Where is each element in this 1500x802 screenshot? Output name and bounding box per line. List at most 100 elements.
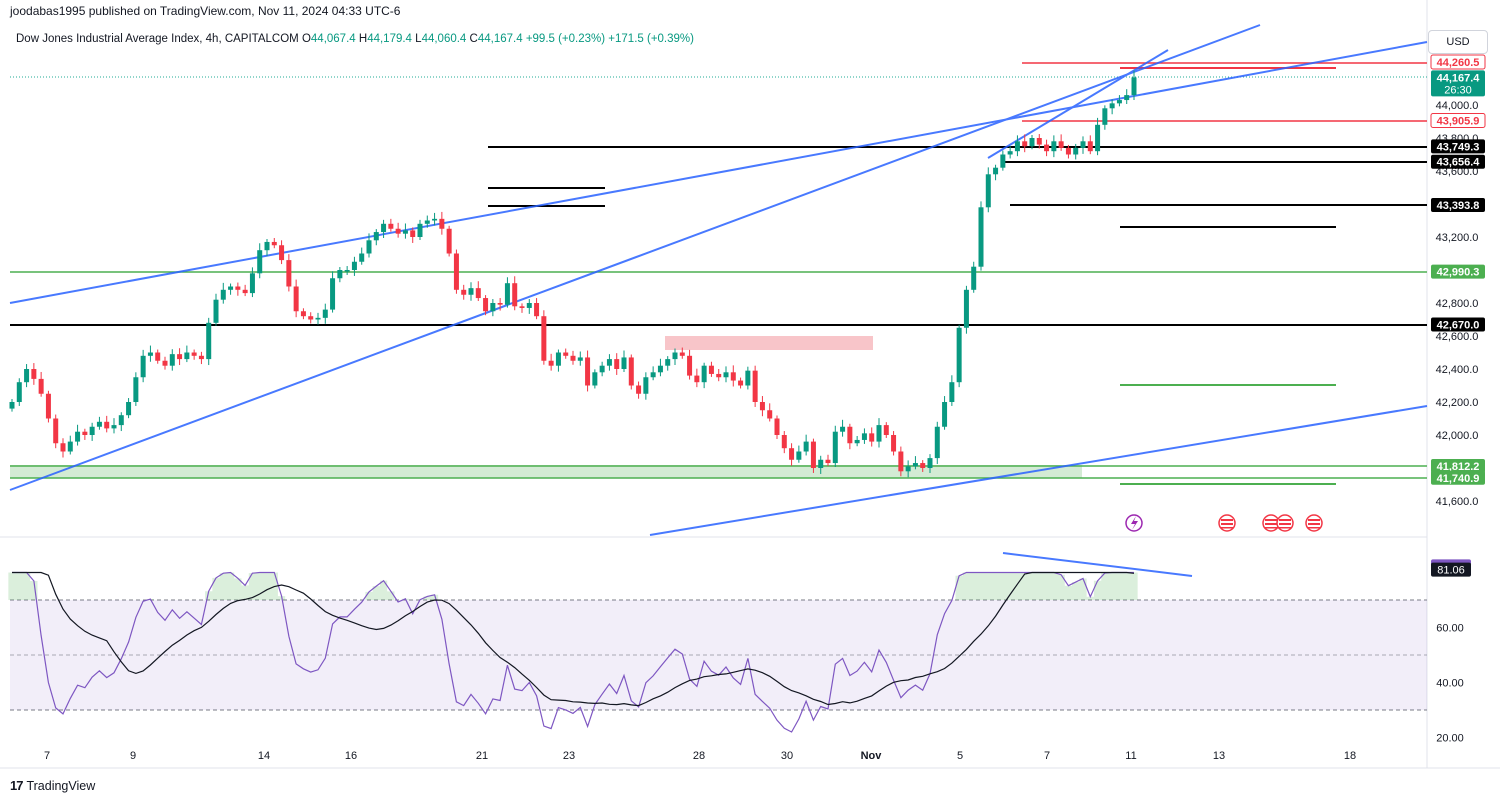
candle-body [657, 365, 663, 373]
candle-body [519, 306, 525, 308]
candle-body [337, 270, 343, 279]
rsi-overbought-fill [8, 572, 1138, 600]
candle-body [956, 327, 962, 383]
candle-body [869, 433, 875, 442]
candle-body [876, 425, 882, 442]
candle-body [373, 232, 379, 241]
candle-body [82, 431, 88, 435]
candle-body [767, 410, 773, 419]
candle-body [446, 228, 452, 254]
currency-button[interactable]: USD [1428, 30, 1488, 54]
candle-body [111, 425, 117, 429]
candle-body [220, 289, 226, 300]
candle-body [1000, 154, 1006, 168]
candle-body [257, 250, 263, 274]
candle-body [388, 223, 394, 229]
candle-body [133, 377, 139, 402]
candle-body [1080, 141, 1086, 148]
candle-body [796, 451, 802, 460]
candle-body [191, 352, 197, 356]
tradingview-logo-icon: 17 [10, 778, 24, 793]
candle-body [359, 253, 365, 262]
ohlc-low: 44,060.4 [421, 33, 467, 45]
candle-body [1131, 77, 1137, 96]
us-flag-icon[interactable] [1218, 514, 1236, 532]
candle-body [475, 288, 481, 299]
rsi-tick: 40.00 [1436, 678, 1464, 690]
candle-body [1058, 141, 1064, 148]
rsi-axis: 20.00 40.00 60.00 [1436, 623, 1464, 745]
candle-body [264, 241, 270, 251]
candle-body [1095, 124, 1101, 152]
candle-body [643, 377, 649, 394]
candle-body [67, 441, 73, 452]
horizontal-levels [10, 62, 1427, 485]
candle-body [534, 303, 540, 317]
candle-body [548, 360, 554, 366]
time-tick: 16 [345, 750, 357, 762]
level-tag-text: 42,990.3 [1437, 267, 1480, 279]
ohlc-close: 44,167.4 [477, 33, 523, 45]
candle-body [927, 458, 933, 468]
candle-body [1073, 147, 1079, 155]
candle-body [1102, 108, 1108, 125]
candle-body [344, 270, 350, 272]
us-flag-icon[interactable] [1305, 514, 1323, 532]
candle-body [366, 240, 372, 254]
candle-body [592, 372, 598, 386]
candle-body [570, 355, 576, 361]
symbol-title[interactable]: Dow Jones Industrial Average Index, 4h, … [16, 33, 299, 45]
trendline-short [987, 49, 1169, 159]
candle-body [1022, 141, 1028, 147]
candle-body [126, 402, 132, 416]
candle-body [745, 370, 751, 386]
candle-body [789, 448, 795, 460]
candle-body [1051, 141, 1057, 152]
candle-body [490, 303, 496, 312]
candle-body [934, 426, 940, 459]
time-tick: 14 [258, 750, 270, 762]
lightning-icon[interactable] [1125, 514, 1143, 532]
candle-body [854, 439, 860, 444]
candle-body [271, 241, 277, 246]
candle-body [1007, 151, 1013, 155]
candle-body [585, 357, 591, 386]
candle-body [308, 316, 314, 320]
candle-body [832, 431, 838, 464]
candle-body [483, 298, 489, 312]
price-tick: 42,600.0 [1436, 331, 1479, 343]
candle-body [847, 426, 853, 444]
candle-body [978, 207, 984, 267]
level-tag-text: 41,740.9 [1437, 473, 1480, 485]
candle-body [286, 260, 292, 287]
candle-body [912, 463, 918, 467]
level-tag [1431, 113, 1485, 128]
candle-body [759, 402, 765, 411]
price-tick: 42,000.0 [1436, 430, 1479, 442]
brand-text: TradingView [26, 778, 96, 793]
ohlc-high-label: H [358, 33, 368, 45]
candle-body [45, 393, 51, 419]
level-tag [1431, 470, 1485, 485]
candle-body [803, 441, 809, 452]
time-tick: 5 [957, 750, 963, 762]
candle-body [599, 365, 605, 373]
price-tick: 43,600.0 [1436, 166, 1479, 178]
last-price-tag [1431, 70, 1485, 97]
price-tick: 44,000.0 [1436, 100, 1479, 112]
candle-body [453, 253, 459, 290]
level-tag [1431, 55, 1485, 70]
tradingview-brand[interactable]: 17 TradingView [10, 778, 95, 793]
candle-body [993, 167, 999, 175]
price-tick: 42,200.0 [1436, 397, 1479, 409]
candle-body [24, 369, 30, 383]
candle-body [694, 375, 700, 383]
candle-body [118, 415, 124, 426]
candle-body [206, 322, 212, 360]
candle-body [606, 359, 612, 366]
rsi-line [12, 571, 1134, 733]
candle-body [104, 421, 110, 429]
candle-body [949, 382, 955, 402]
us-flag-icon[interactable] [1262, 514, 1294, 532]
